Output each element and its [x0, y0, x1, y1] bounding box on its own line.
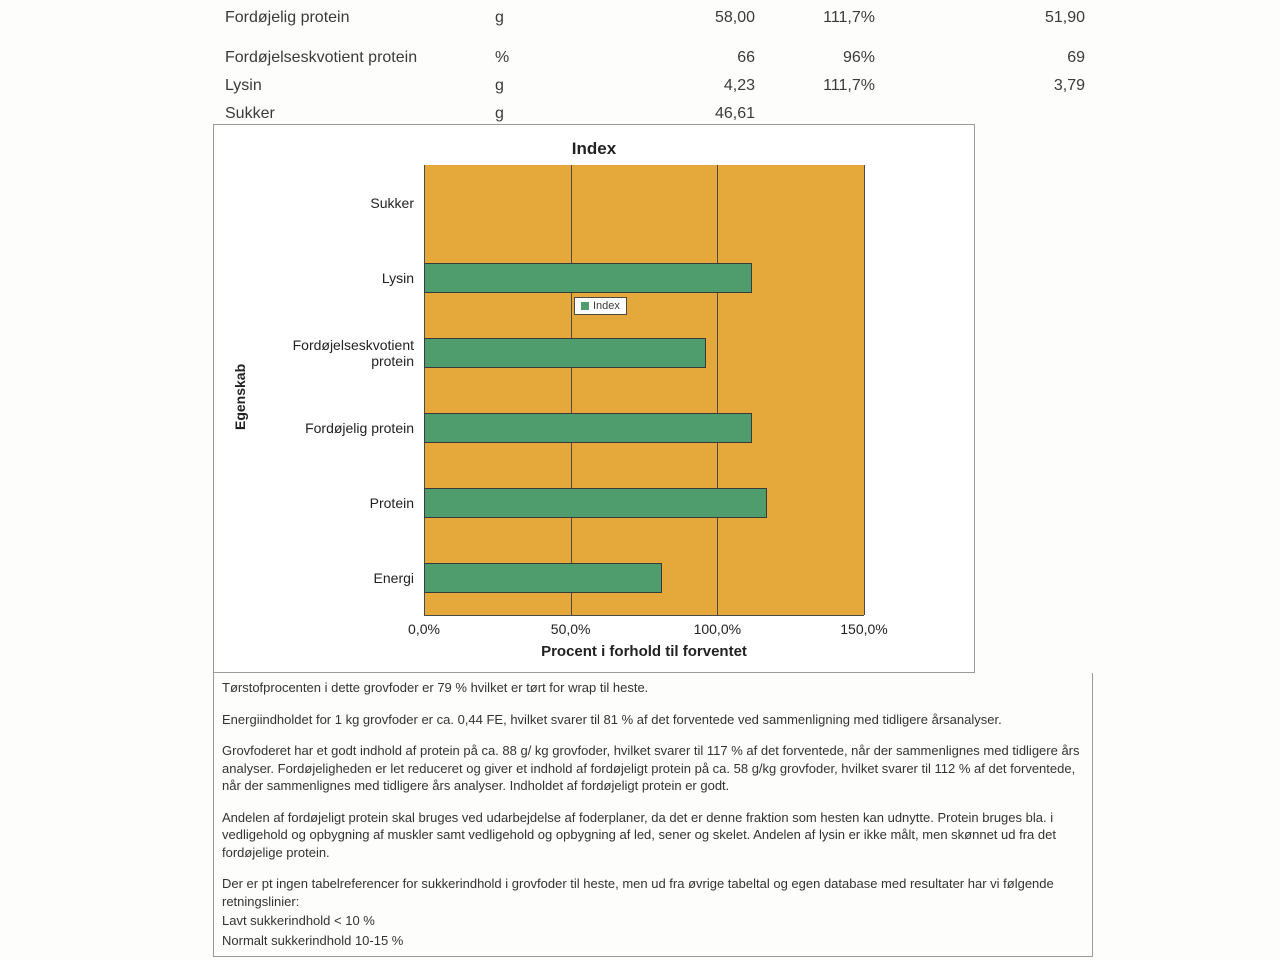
row-pct: 111,7% — [755, 9, 875, 27]
analysis-paragraph: Andelen af fordøjeligt protein skal brug… — [222, 809, 1084, 862]
chart-bar — [424, 263, 752, 293]
legend-swatch — [581, 302, 589, 310]
row-value: 46,61 — [645, 105, 755, 123]
row-last: 51,90 — [995, 9, 1085, 27]
row-unit: % — [495, 49, 645, 67]
analysis-text: Tørstofprocenten i dette grovfoder er 79… — [213, 673, 1093, 957]
chart-bar — [424, 413, 752, 443]
analysis-paragraph: Normalt sukkerindhold 10-15 % — [222, 932, 1084, 950]
category-label: Energi — [234, 570, 414, 586]
chart-bar — [424, 488, 767, 518]
x-tick-label: 50,0% — [531, 621, 611, 637]
x-tick-label: 100,0% — [677, 621, 757, 637]
gridline — [717, 165, 718, 615]
analysis-paragraph: Grovfoderet har et godt indhold af prote… — [222, 742, 1084, 795]
row-name: Fordøjelseskvotient protein — [225, 49, 495, 67]
row-unit: g — [495, 105, 645, 123]
x-tick-label: 150,0% — [824, 621, 904, 637]
chart-legend: Index — [574, 297, 627, 315]
table-row: Fordøjelseskvotient protein%6696% 69 — [225, 44, 1095, 72]
chart-bar — [424, 338, 706, 368]
category-label: Fordøjelig protein — [234, 420, 414, 436]
nutrient-table: Fordøjelig proteing58,00111,7%51,90Fordø… — [225, 4, 1095, 128]
row-value: 4,23 — [645, 77, 755, 95]
legend-label: Index — [593, 300, 620, 312]
row-pct: 96% — [755, 49, 875, 67]
analysis-paragraph: Energiindholdet for 1 kg grovfoder er ca… — [222, 711, 1084, 729]
y-axis-title: Egenskab — [232, 364, 248, 430]
analysis-paragraph: Tørstofprocenten i dette grovfoder er 79… — [222, 679, 1084, 697]
x-axis-line — [424, 615, 864, 616]
chart-bar — [424, 563, 662, 593]
document-page: Fordøjelig proteing58,00111,7%51,90Fordø… — [0, 0, 1280, 960]
row-unit: g — [495, 77, 645, 95]
gridline — [424, 165, 425, 615]
row-pct: 111,7% — [755, 77, 875, 95]
gridline — [864, 165, 865, 615]
row-name: Lysin — [225, 77, 495, 95]
row-name: Sukker — [225, 105, 495, 123]
plot-area — [424, 165, 864, 615]
category-label: Fordøjelseskvotientprotein — [234, 337, 414, 369]
row-value: 66 — [645, 49, 755, 67]
category-label: Protein — [234, 495, 414, 511]
category-label: Sukker — [234, 195, 414, 211]
table-row: Fordøjelig proteing58,00111,7% 51,90 — [225, 4, 1095, 32]
row-unit: g — [495, 9, 645, 27]
x-tick-label: 0,0% — [384, 621, 464, 637]
table-row: Lysing4,23111,7% 3,79 — [225, 72, 1095, 100]
category-label: Lysin — [234, 270, 414, 286]
index-chart: Index 0,0% 50,0% 100,0% 150,0% Sukker Lysin Fo… — [213, 124, 975, 673]
row-name: Fordøjelig protein — [225, 9, 495, 27]
row-value: 58,00 — [645, 9, 755, 27]
chart-title: Index — [214, 139, 974, 159]
x-axis-title: Procent i forhold til forventet — [424, 643, 864, 660]
gridline — [571, 165, 572, 615]
analysis-paragraph: Der er pt ingen tabelreferencer for sukk… — [222, 875, 1084, 910]
row-last: 3,79 — [995, 77, 1085, 95]
analysis-paragraph: Lavt sukkerindhold < 10 % — [222, 912, 1084, 930]
row-last: 69 — [995, 49, 1085, 67]
